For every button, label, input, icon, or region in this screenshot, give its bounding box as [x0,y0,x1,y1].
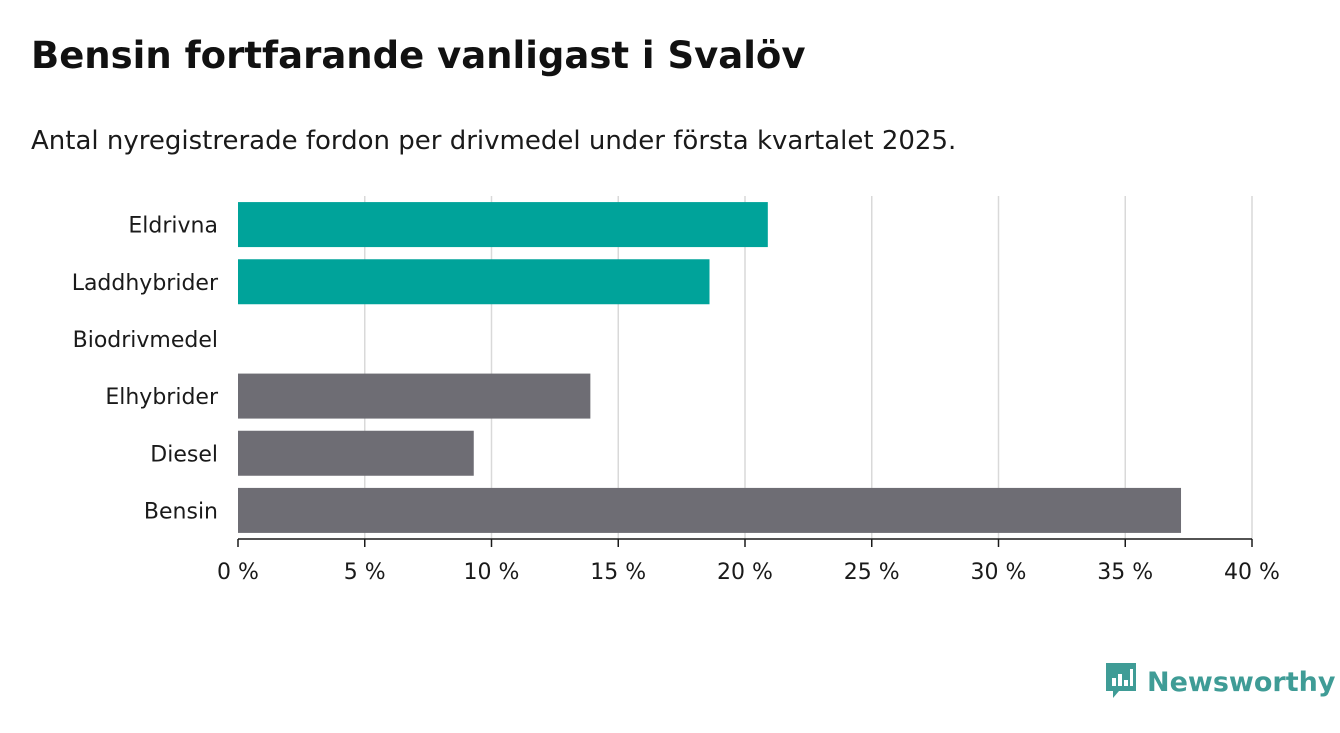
category-label: Bensin [144,499,218,524]
x-tick-label: 30 % [971,560,1027,585]
newsworthy-brand: Newsworthy [1103,662,1335,702]
x-tick-label: 0 % [217,560,259,585]
bar-elhybrider [238,373,591,419]
chart-title: Bensin fortfarande vanligast i Svalöv [31,34,806,77]
category-label: Laddhybrider [72,271,219,296]
x-tick-label: 10 % [464,560,520,585]
category-label: Diesel [150,442,218,467]
newsworthy-logo-icon [1103,660,1139,704]
category-labels: Eldrivna Laddhybrider Biodrivmedel Elhybrid… [72,214,219,525]
bar-laddhybrider [238,259,710,305]
bar-bensin [238,487,1182,533]
bar-eldrivna [238,202,768,248]
x-tick-label: 35 % [1097,560,1153,585]
category-label: Elhybrider [105,385,219,410]
x-tick-label: 40 % [1224,560,1280,585]
x-tick-label: 20 % [717,560,773,585]
x-tick-label: 15 % [590,560,646,585]
x-tick-label: 25 % [844,560,900,585]
x-tick-label: 5 % [344,560,386,585]
brand-name: Newsworthy [1147,666,1336,698]
chart-subtitle: Antal nyregistrerade fordon per drivmede… [31,126,957,156]
x-axis: 0 % 5 % 10 % 15 % 20 % 25 % 30 % 35 % 40 % [217,538,1280,585]
category-label: Eldrivna [128,214,218,239]
category-label: Biodrivmedel [73,328,218,353]
bars-layer [238,202,1182,533]
grid-layer [364,196,1253,539]
bar-diesel [238,430,474,476]
